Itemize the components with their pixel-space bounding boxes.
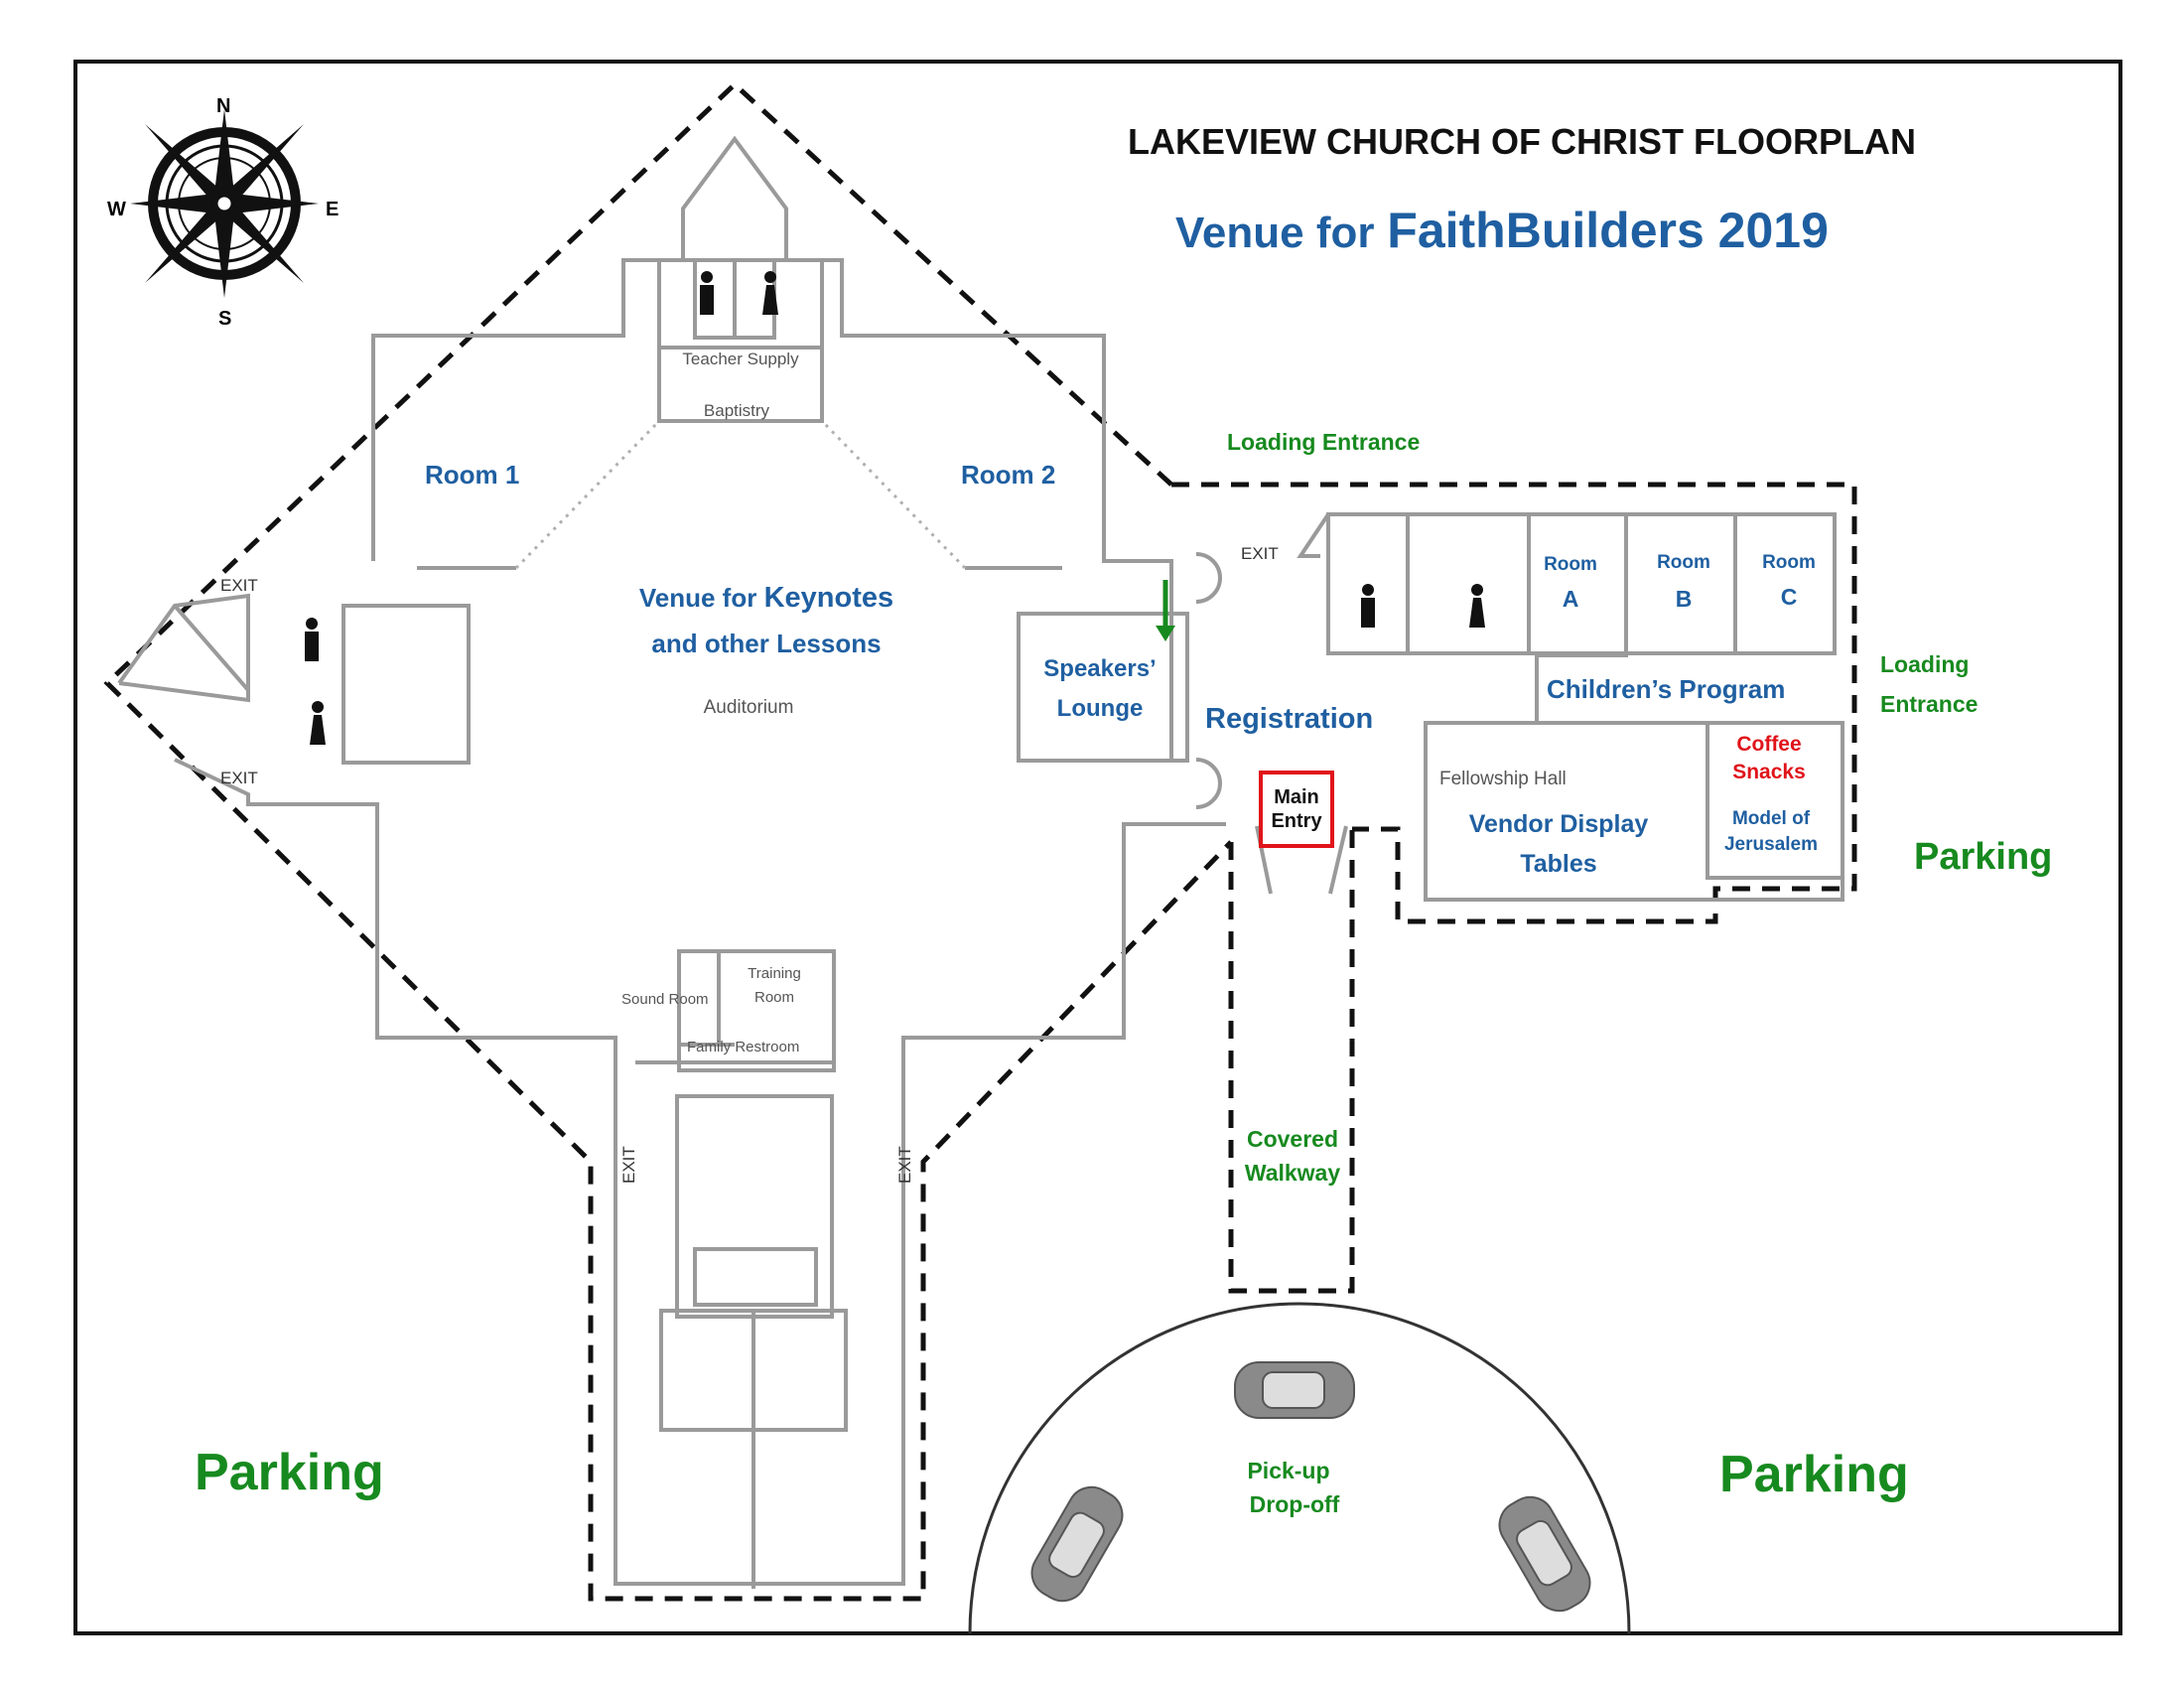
coffee-label: Coffee [1736,733,1802,756]
covered-walkway-label-2: Walkway [1244,1160,1341,1186]
room-b-label-2: B [1675,586,1693,612]
room-a-label-1: Room [1544,554,1597,575]
speakers-lounge-label-1: Speakers’ [1043,655,1157,682]
exit-label-south-right: EXIT [895,1146,914,1184]
compass-icon [130,109,319,298]
room-c-label-1: Room [1762,552,1816,573]
car-icon [1030,1361,1591,1613]
pickup-label-1: Pick-up [1247,1458,1330,1483]
page-subtitle: Venue for FaithBuilders 2019 [1175,203,1829,260]
baptistry-label: Baptistry [703,401,770,420]
parking-bottom-right-label: Parking [1719,1446,1909,1503]
mens-restroom-icon [305,271,1375,661]
main-entry-label-2: Entry [1271,810,1322,832]
compass-south: S [218,308,232,330]
model-jerusalem-label-2: Jerusalem [1723,834,1819,855]
arrow-down-icon [1156,580,1175,641]
speakers-lounge-label-2: Lounge [1056,695,1144,722]
keynote-prefix: Venue for [638,583,757,613]
room-b-label-1: Room [1657,552,1710,573]
exit-label-west-north: EXIT [220,576,258,595]
map-border [73,60,2122,1635]
room-1-label: Room 1 [425,460,520,490]
compass-west: W [107,199,126,220]
exit-label-west-south: EXIT [220,769,258,787]
keynote-main: Keynotes [763,582,894,614]
vendor-display-label-2: Tables [1520,850,1597,878]
room-c-label-2: C [1780,584,1798,610]
subtitle-event: FaithBuilders 2019 [1387,203,1829,258]
pickup-loop [968,1302,1631,1634]
covered-walkway-outline [1228,829,1355,1294]
exit-label-south-left: EXIT [619,1146,638,1184]
auditorium-label: Auditorium [703,697,794,718]
womens-restroom-icon [310,271,1485,745]
snacks-label: Snacks [1732,761,1806,783]
compass-north: N [216,95,231,117]
compass-east: E [326,199,340,220]
main-entry-box: Main Entry [1259,771,1334,848]
teacher-supply-label: Teacher Supply [682,350,799,368]
training-room-label-2: Room [753,989,795,1006]
keynote-venue-label: Venue for Keynotes [639,582,893,615]
loading-entrance-right-label-2: Entrance [1880,691,1979,717]
room-a-label-2: A [1562,586,1579,612]
family-restroom-label: Family Restroom [687,1039,800,1055]
childrens-program-label: Children’s Program [1547,674,1786,704]
sound-room-label: Sound Room [621,991,709,1008]
building-walls [117,135,1844,1589]
building-outline-dashed-right [1171,482,1857,924]
covered-walkway-label-1: Covered [1246,1126,1339,1152]
subtitle-prefix: Venue for [1175,209,1375,257]
model-jerusalem-label-1: Model of [1731,808,1811,829]
parking-bottom-left-label: Parking [195,1444,384,1501]
registration-label: Registration [1205,703,1374,735]
training-room-label-1: Training [748,965,801,982]
keynote-line2: and other Lessons [651,629,882,658]
exit-label-east: EXIT [1241,544,1279,563]
room-2-label: Room 2 [961,460,1056,490]
vendor-display-label-1: Vendor Display [1468,810,1649,838]
loading-entrance-top-label: Loading Entrance [1227,429,1421,455]
main-entry-label-1: Main [1274,786,1319,808]
page-title: LAKEVIEW CHURCH OF CHRIST FLOORPLAN [1128,121,1916,162]
pickup-label-2: Drop-off [1249,1491,1340,1517]
fellowship-hall-label: Fellowship Hall [1439,769,1567,789]
parking-right-label: Parking [1914,836,2053,878]
loading-entrance-right-label-1: Loading [1880,651,1970,677]
building-outline-dashed [103,80,1233,1602]
